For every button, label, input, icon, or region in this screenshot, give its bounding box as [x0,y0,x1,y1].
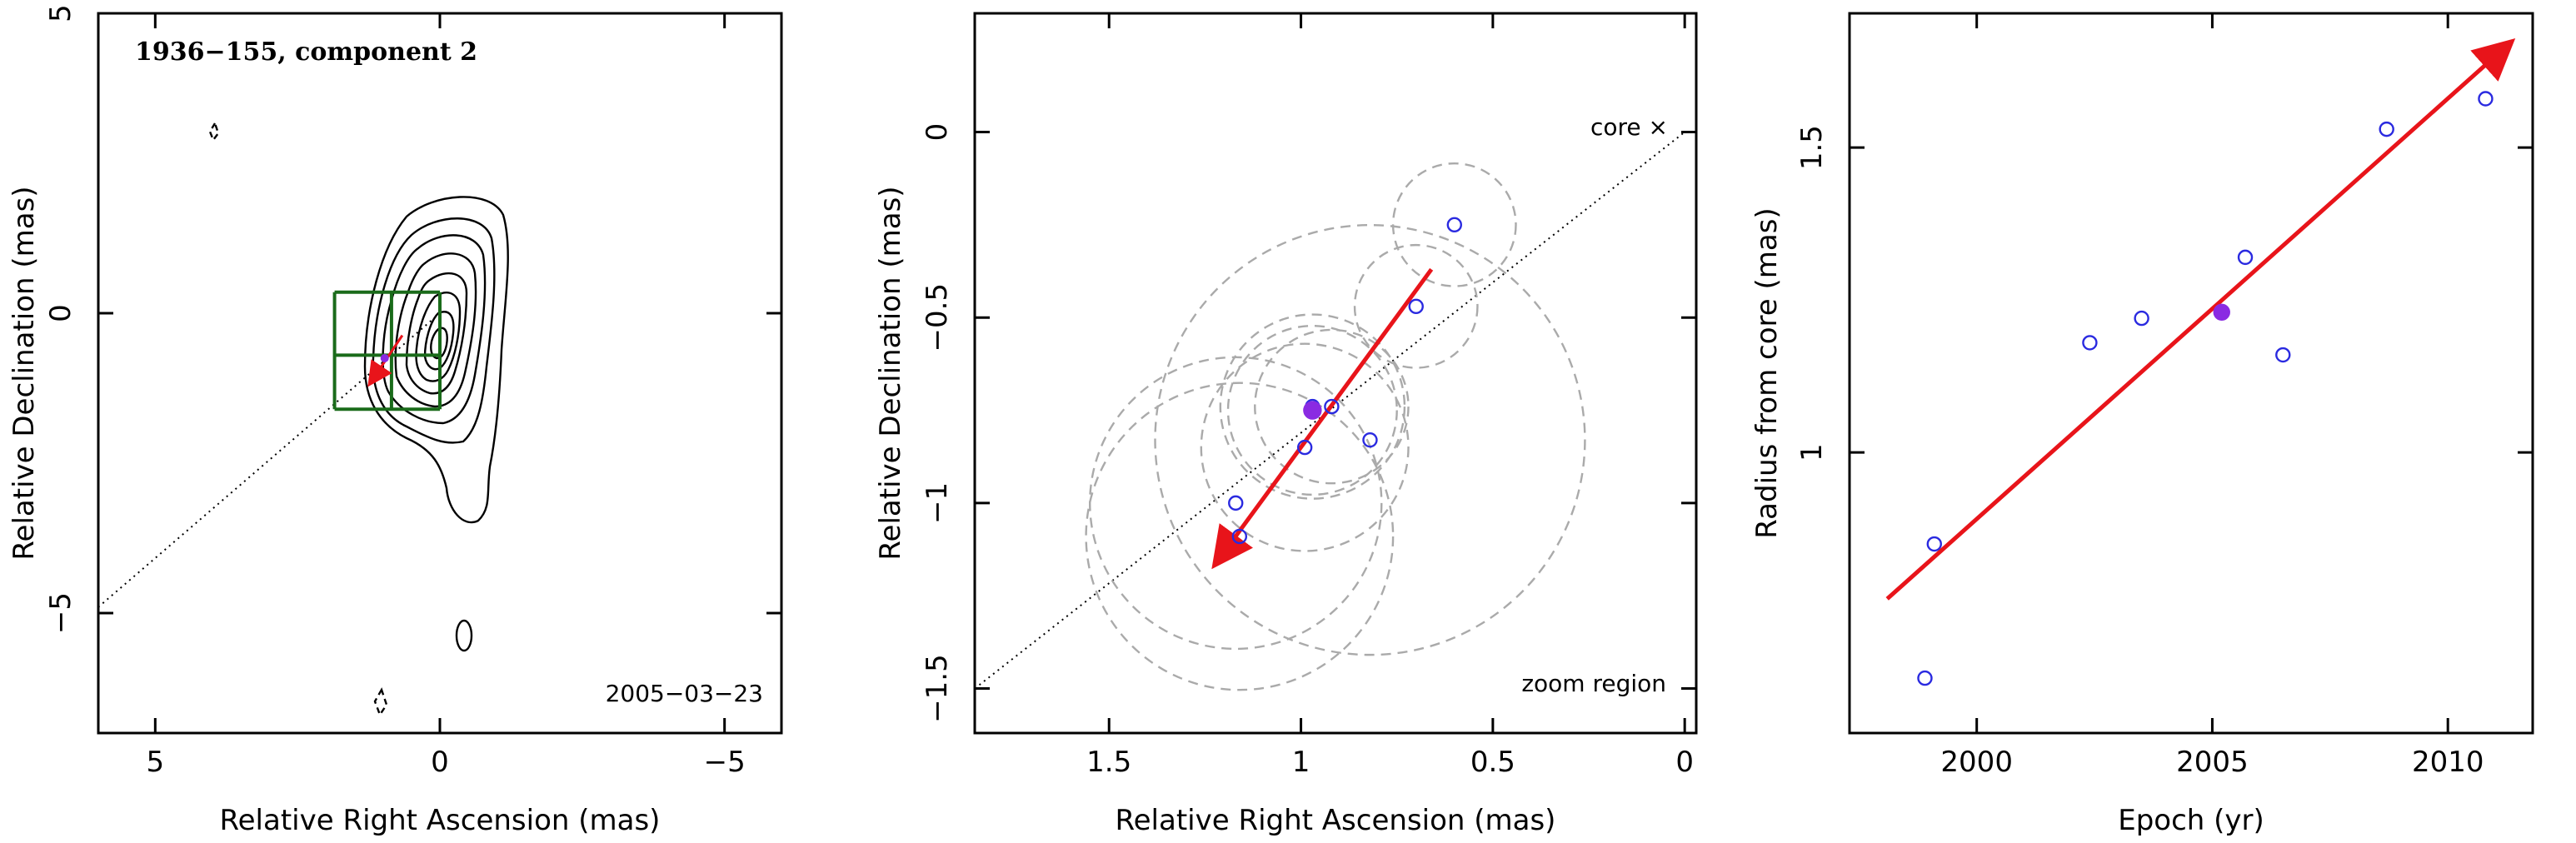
radius-point [2237,249,2254,266]
fit-arrow [1211,267,1434,570]
contour [394,252,477,408]
component-point [380,354,389,362]
epoch-label: 2005−03−23 [606,680,763,707]
position-point [1324,398,1340,415]
position-point [1296,439,1313,456]
negative-contour [208,121,220,142]
error-circles [1085,162,1586,691]
error-circle [1254,328,1410,485]
error-circle [1391,162,1517,287]
contour-set [208,121,509,717]
y-tick-label: 1 [1795,443,1829,461]
position-point [1362,431,1378,448]
negative-contour [373,687,388,717]
x-tick-label: 1 [1292,746,1310,779]
y-tick-label: −1 [921,482,954,524]
radius-points [1917,91,2494,686]
y-tick-label: −1.5 [921,654,954,723]
position-point [1228,495,1244,511]
y-tick-label: −0.5 [921,283,954,352]
contour [430,327,448,360]
component-positions [1228,217,1462,545]
y-tick-label: 5 [44,4,77,22]
x-tick-label: 2000 [1940,746,2013,779]
error-circle [1154,224,1586,656]
fit-arrow [1885,37,2516,601]
contour [455,619,473,652]
radius-point [2478,91,2494,107]
y-ticks: 11.5 [1795,125,2533,461]
y-tick-label: 0 [921,123,954,142]
y-tick-label: 1.5 [1795,125,1829,170]
radius-point [1917,670,1933,686]
x-tick-label: 2005 [2176,746,2249,779]
contour [372,217,496,444]
x-tick-label: 0 [431,746,449,779]
current-epoch-point [2213,303,2230,321]
current-epoch-point [1303,401,1322,420]
zoom-region-label: zoom region [1521,670,1666,697]
panel-title: 1936−155, component 2 [135,37,477,67]
position-point [1408,298,1424,315]
x-ticks: 5 0 −5 [147,13,746,779]
error-circle [1353,243,1479,369]
position-point [1446,217,1462,233]
core-label: core × [1590,113,1668,141]
error-circle [1200,342,1410,552]
panel-zoom-scatter: 1.5 1 0.5 0 0−0.5−1−1.5 core × zoom region … [874,12,1698,837]
y-tick-label: −5 [44,592,77,634]
contour [363,196,509,524]
x-axis-label: Relative Right Ascension (mas) [220,804,661,837]
error-circle [1219,313,1406,500]
x-tick-label: 1.5 [1086,746,1131,779]
x-axis-label: Relative Right Ascension (mas) [1116,804,1556,837]
plot-frame [973,12,1698,735]
error-circle [1088,356,1383,651]
y-tick-label: 0 [44,304,77,322]
contour [405,272,468,395]
radius-point [1926,536,1942,552]
radius-point [2082,335,2098,351]
error-circle [1226,324,1398,496]
x-tick-label: 0.5 [1470,746,1515,779]
plot-frame [1848,12,2534,735]
x-tick-label: 5 [147,746,165,779]
x-ticks: 2000 2005 2010 [1940,13,2484,779]
radius-point [2275,347,2291,363]
error-circle [1085,382,1395,691]
y-axis-label: Relative Declination (mas) [874,186,907,560]
y-ticks: −5 0 5 [44,4,781,634]
x-tick-label: 2010 [2412,746,2484,779]
x-ticks: 1.5 1 0.5 0 [1086,13,1694,779]
position-point [1231,528,1248,545]
x-tick-label: −5 [704,746,746,779]
radius-point [2379,121,2394,137]
radius-point [2134,310,2149,327]
y-axis-label: Radius from core (mas) [1750,207,1784,538]
y-ticks: 0 −0.5 −1 −1.5 [921,123,1696,723]
y-axis-label: Relative Declination (mas) [7,186,41,560]
x-tick-label: 0 [1675,746,1694,779]
panel-radius-vs-epoch: 2000 2005 2010 11.5 Epoch (yr) Radius from… [1750,12,2534,837]
x-axis-label: Epoch (yr) [2118,804,2264,837]
panel-contour-map: 5 0 −5 −5 0 5 1936−155, component 2 2005−03−… [7,4,783,837]
